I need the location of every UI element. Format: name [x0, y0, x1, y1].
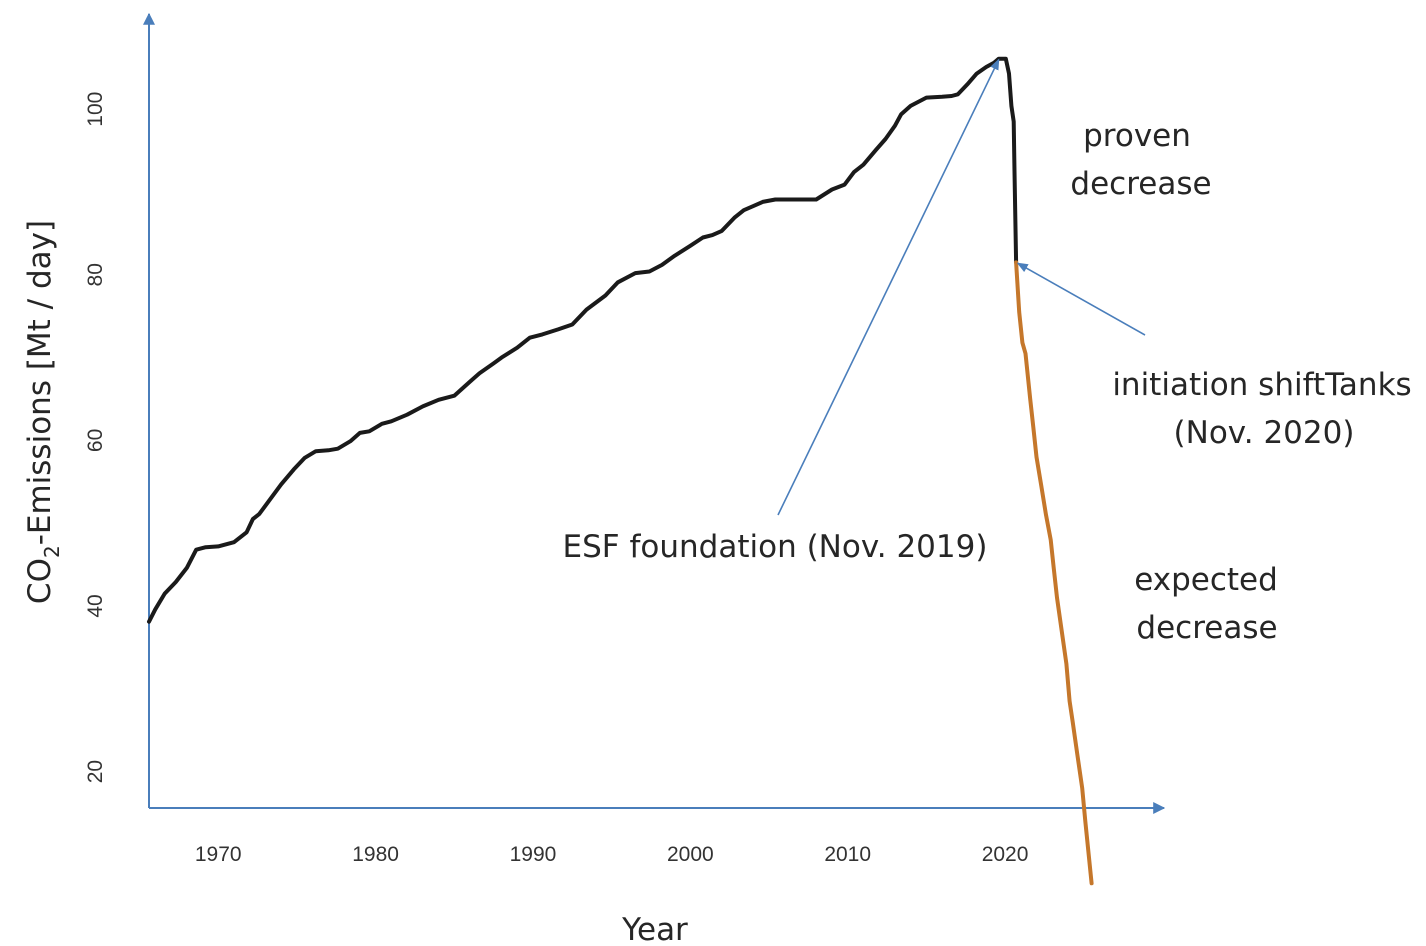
y-tick-label: 20 [84, 760, 107, 783]
x-tick-label: 1990 [510, 843, 557, 866]
initiation-shifttanks-label: initiation shiftTanks [1112, 367, 1411, 403]
y-axis-title-rest: -Emissions [Mt / day] [22, 220, 58, 545]
esf-foundation-label: ESF foundation (Nov. 2019) [563, 529, 988, 565]
x-tick-label: 1980 [352, 843, 399, 866]
y-tick-label: 40 [84, 594, 107, 617]
expected-decrease-label-line2: decrease [1136, 610, 1277, 646]
initiation-shifttanks-date: (Nov. 2020) [1174, 415, 1355, 451]
x-tick-label: 2010 [824, 843, 871, 866]
proven-decrease-label: proven [1083, 118, 1191, 154]
y-axis-title-main: CO [22, 558, 58, 604]
y-axis-title-subscript: 2 [40, 545, 64, 558]
esf-foundation-arrow [777, 58, 1000, 516]
x-tick-labels: 1970 1980 1990 2000 2010 2020 [195, 843, 1029, 866]
y-tick-label: 80 [84, 263, 107, 286]
y-tick-label: 60 [84, 429, 107, 452]
x-tick-label: 2020 [982, 843, 1029, 866]
initiation-shifttanks-arrow [1016, 262, 1146, 336]
x-tick-label: 2000 [667, 843, 714, 866]
proven-decrease-label-line2: decrease [1070, 166, 1211, 202]
y-axis-title: CO2-Emissions [Mt / day] [22, 220, 64, 604]
expected-decrease-label: expected [1134, 562, 1278, 598]
x-tick-label: 1970 [195, 843, 242, 866]
y-tick-label: 100 [84, 92, 107, 127]
x-axis-title: Year [621, 912, 688, 946]
series-line-projection [1014, 260, 1094, 886]
y-tick-labels: 20 40 60 80 100 [84, 92, 107, 784]
series-line-history [147, 56, 1019, 624]
